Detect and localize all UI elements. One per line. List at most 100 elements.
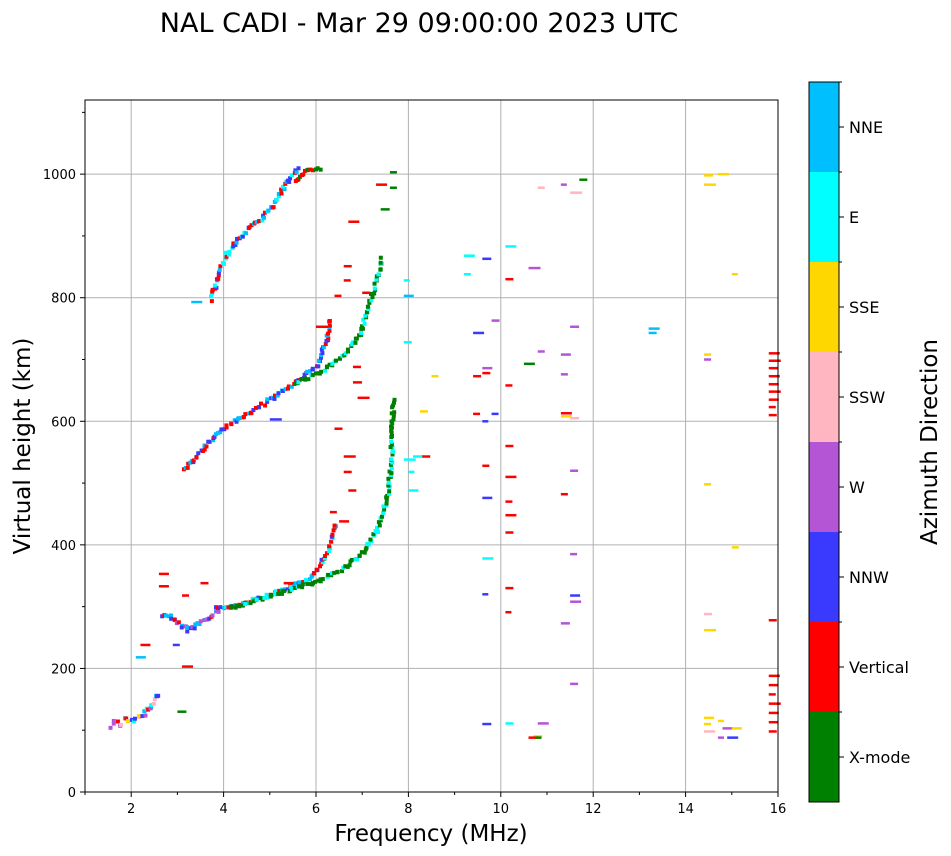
echo-mark xyxy=(390,460,395,465)
echo-mark xyxy=(213,432,218,437)
echo-mark xyxy=(313,579,318,584)
echo-mark xyxy=(327,362,332,367)
echo-mark xyxy=(380,208,390,211)
echo-mark xyxy=(327,323,332,328)
echo-mark xyxy=(220,260,225,265)
echo-mark xyxy=(202,618,207,623)
echo-mark xyxy=(768,374,780,378)
echo-mark xyxy=(320,577,325,582)
echo-mark xyxy=(343,264,352,268)
echo-mark xyxy=(345,347,350,352)
echo-mark xyxy=(768,413,777,417)
echo-mark xyxy=(368,537,373,542)
echo-mark xyxy=(317,564,322,569)
echo-mark xyxy=(330,532,335,537)
colorbar-segment xyxy=(809,712,839,802)
y-tick-label: 200 xyxy=(51,662,76,677)
echo-mark xyxy=(319,557,324,562)
colorbar-frame xyxy=(808,81,840,803)
echo-mark xyxy=(570,682,579,686)
echo-mark xyxy=(491,319,500,322)
echo-mark xyxy=(366,542,371,547)
echo-mark xyxy=(768,720,778,724)
echo-mark xyxy=(156,693,161,698)
echo-mark xyxy=(377,523,382,528)
echo-mark xyxy=(256,595,261,600)
echo-mark xyxy=(376,183,388,186)
colorbar-segment xyxy=(809,82,839,172)
echo-mark xyxy=(132,719,137,724)
echo-mark xyxy=(384,497,389,502)
echo-mark xyxy=(200,581,209,585)
echo-mark xyxy=(731,546,739,549)
echo-mark xyxy=(528,736,539,739)
echo-mark xyxy=(322,368,327,373)
echo-mark xyxy=(768,405,776,409)
colorbar-label: NNE xyxy=(849,118,883,137)
echo-mark xyxy=(343,279,351,282)
echo-mark xyxy=(363,313,368,318)
echo-mark xyxy=(482,722,492,726)
echo-mark xyxy=(263,403,268,408)
echo-mark xyxy=(287,179,292,184)
plot-frame xyxy=(84,99,779,793)
echo-mark xyxy=(389,433,394,438)
echo-mark xyxy=(352,365,361,369)
echo-mark xyxy=(353,340,358,345)
echo-mark xyxy=(505,444,514,448)
echo-mark xyxy=(293,168,298,173)
echo-mark xyxy=(216,276,221,281)
echo-mark xyxy=(316,578,321,583)
echo-mark xyxy=(704,358,712,361)
echo-mark xyxy=(343,564,348,569)
echo-mark xyxy=(214,285,219,290)
echo-mark xyxy=(768,359,781,362)
echo-mark xyxy=(222,427,227,432)
echo-mark xyxy=(419,410,428,413)
echo-mark xyxy=(210,613,215,618)
echo-mark xyxy=(262,210,267,215)
echo-mark xyxy=(148,706,153,711)
echo-mark xyxy=(191,458,196,463)
echo-mark xyxy=(359,550,364,555)
echo-mark xyxy=(215,606,220,611)
echo-mark xyxy=(389,439,394,444)
echo-mark xyxy=(365,304,370,309)
echo-mark xyxy=(124,716,129,721)
echo-mark xyxy=(281,184,286,189)
echo-mark xyxy=(185,465,190,470)
echo-mark xyxy=(560,622,570,625)
echo-mark xyxy=(136,714,141,719)
echo-mark xyxy=(240,601,245,606)
echo-mark xyxy=(537,350,545,353)
echo-mark xyxy=(305,369,310,374)
echo-mark xyxy=(234,419,239,424)
echo-mark xyxy=(329,510,337,514)
echo-mark xyxy=(140,714,145,719)
echo-mark xyxy=(325,364,330,369)
echo-mark xyxy=(204,444,209,449)
echo-mark xyxy=(560,492,568,496)
echo-mark xyxy=(331,528,336,533)
echo-mark xyxy=(391,403,396,408)
echo-mark xyxy=(537,186,545,189)
echo-mark xyxy=(233,242,238,247)
echo-mark xyxy=(768,352,780,355)
echo-mark xyxy=(257,405,262,410)
echo-mark xyxy=(378,518,383,523)
echo-mark xyxy=(570,594,581,597)
colorbar-segment xyxy=(809,352,839,442)
echo-mark xyxy=(176,620,181,625)
echo-mark xyxy=(308,167,313,172)
echo-mark xyxy=(387,491,392,496)
colorbar-segment xyxy=(809,622,839,712)
echo-mark xyxy=(305,581,310,586)
echo-mark xyxy=(570,325,580,329)
echo-mark xyxy=(125,719,130,724)
echo-mark xyxy=(368,291,373,296)
echo-mark xyxy=(528,266,541,270)
echo-mark xyxy=(303,376,308,381)
echo-mark xyxy=(357,553,362,558)
echo-mark xyxy=(330,571,335,576)
echo-mark xyxy=(327,544,332,549)
